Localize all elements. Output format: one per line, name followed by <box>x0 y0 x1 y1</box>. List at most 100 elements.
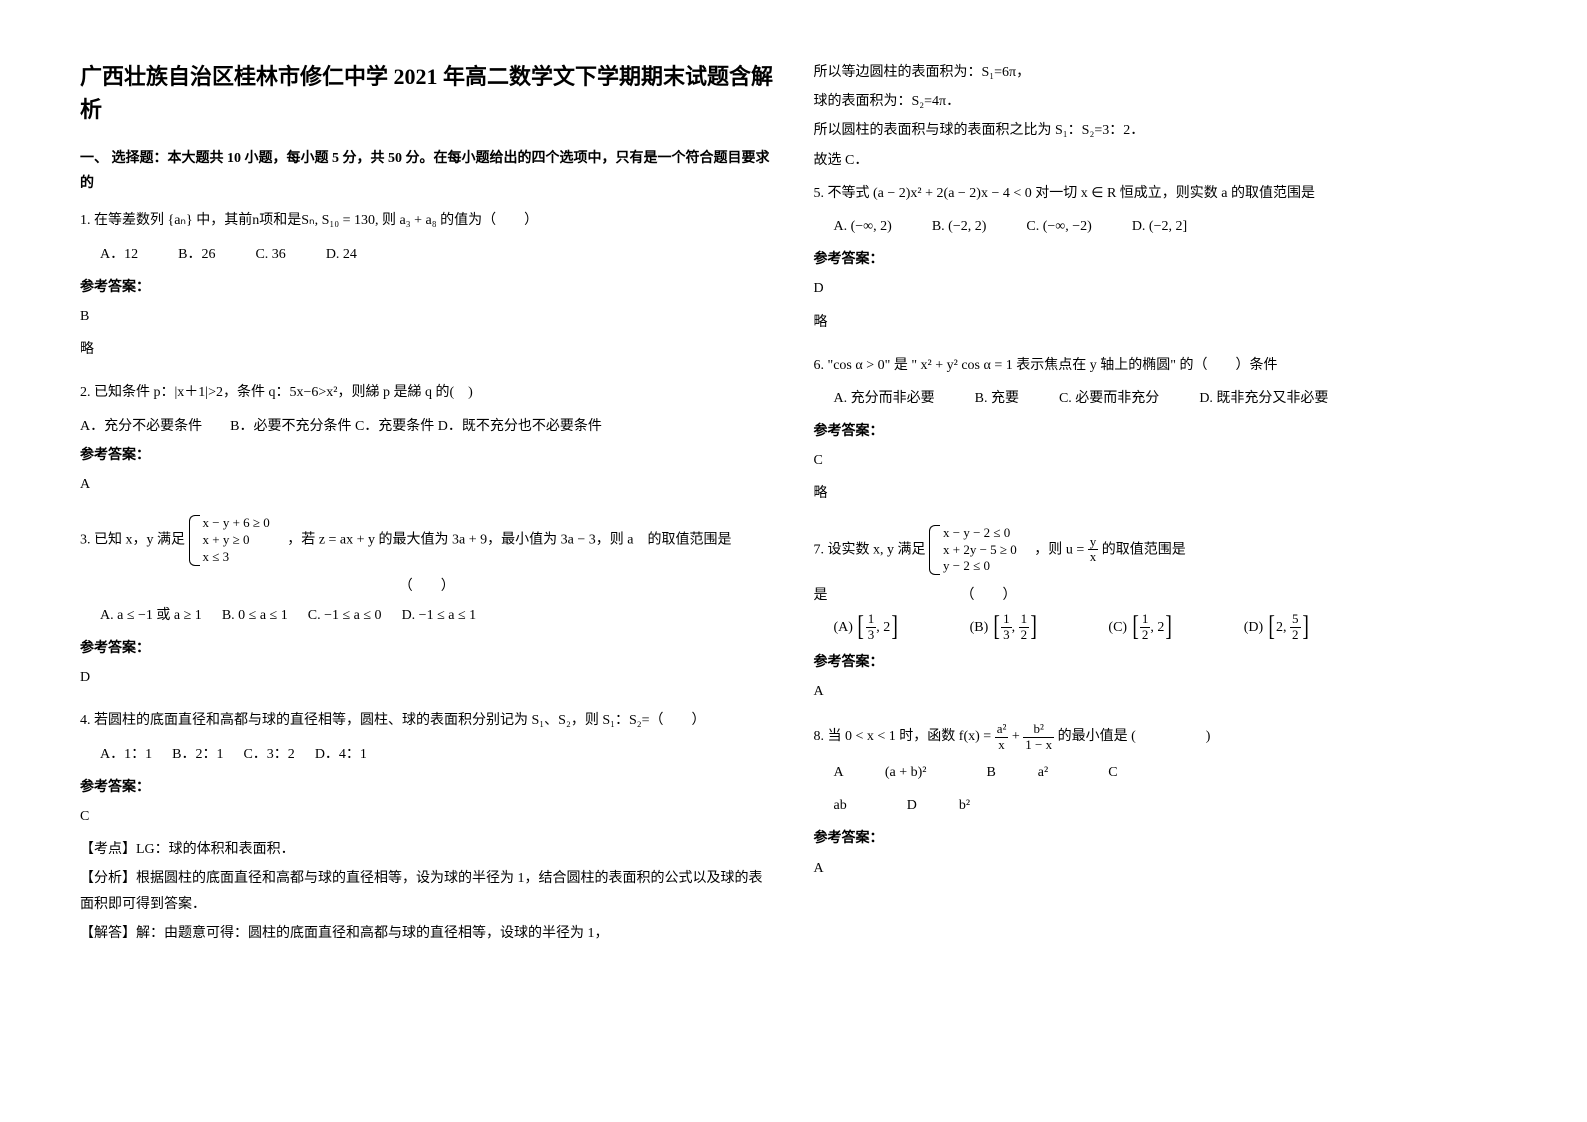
q7-answer-label: 参考答案： <box>814 650 1508 675</box>
section-1-heading: 一、 选择题：本大题共 10 小题，每小题 5 分，共 50 分。在每小题给出的… <box>80 146 774 196</box>
q1-options: A．12 B．26 C. 36 D. 24 <box>100 242 774 267</box>
q6-opt-a: A. 充分而非必要 <box>834 386 935 411</box>
q8-opt-a: A (a + b)² <box>834 760 927 785</box>
q7-u-num: y <box>1088 535 1099 550</box>
question-5: 5. 不等式 (a − 2)x² + 2(a − 2)x − 4 < 0 对一切… <box>814 181 1508 343</box>
question-4: 4. 若圆柱的底面直径和高都与球的直径相等，圆柱、球的表面积分别记为 S₁、S₂… <box>80 708 774 950</box>
q7c-ln: 1 <box>1140 612 1151 627</box>
question-7: 7. 设实数 x, y 满足 x − y − 2 ≤ 0 x + 2y − 5 … <box>814 525 1508 713</box>
q1-opt-d: D. 24 <box>326 242 357 267</box>
q4-exp1: 【考点】LG：球的体积和表面积． <box>80 837 774 862</box>
q7-opt-b-label: (B) <box>970 615 989 640</box>
q7-opt-c-label: (C) <box>1108 615 1127 640</box>
q3-opt-c: C. −1 ≤ a ≤ 0 <box>308 603 382 628</box>
doc-title: 广西壮族自治区桂林市修仁中学 2021 年高二数学文下学期期末试题含解析 <box>80 60 774 126</box>
q2-answer: A <box>80 472 774 497</box>
q7-stem-post: 的取值范围是 <box>1102 542 1186 557</box>
q8-t1d: x <box>995 738 1009 752</box>
q1-opt-b: B．26 <box>178 242 215 267</box>
q8-plus: + <box>1012 729 1020 744</box>
q8-frac1: a² x <box>995 722 1009 752</box>
q8-opt-b: B a² <box>986 760 1048 785</box>
q7-sys-r1: x − y − 2 ≤ 0 <box>943 525 1017 542</box>
q3-z: z = ax + y <box>319 533 375 548</box>
q6-stem-pre: 6. "cos α > 0" 是 " <box>814 358 918 373</box>
bracket-right-icon: ] <box>1302 613 1309 641</box>
q1-stem-pre: 1. 在等差数列 <box>80 213 164 228</box>
bracket-left-icon: [ <box>858 613 865 641</box>
q7-system: x − y − 2 ≤ 0 x + 2y − 5 ≥ 0 y − 2 ≤ 0 <box>929 525 1017 576</box>
bracket-right-icon: ] <box>892 613 899 641</box>
q7b-ld: 3 <box>1001 628 1012 642</box>
q6-expr: x² + y² cos α = 1 <box>921 358 1013 373</box>
q4-exp2: 【分析】根据圆柱的底面直径和高都与球的直径相等，设为球的半径为 1，结合圆柱的表… <box>80 866 774 916</box>
q5-opt-b: B. (−2, 2) <box>932 214 987 239</box>
q7-answer: A <box>814 679 1508 704</box>
q8-opt-c: C <box>1108 760 1117 785</box>
q4-opt-c: C．3：2 <box>243 742 294 767</box>
q5-stem-pre: 5. 不等式 <box>814 186 874 201</box>
q3-sys-r2: x + y ≥ 0 <box>203 532 270 549</box>
q8-answer-label: 参考答案： <box>814 826 1508 851</box>
q8-fx-lhs: f(x) = <box>959 729 991 744</box>
q7b-rd: 2 <box>1019 628 1030 642</box>
q3-answer-label: 参考答案： <box>80 636 774 661</box>
q7-stem-pre: 7. 设实数 x, y 满足 <box>814 542 930 557</box>
q5-note: 略 <box>814 310 1508 335</box>
bracket-left-icon: [ <box>1132 613 1139 641</box>
q4-answer-label: 参考答案： <box>80 775 774 800</box>
col2-line2: 球的表面积为：S₂=4π． <box>814 89 1508 114</box>
bracket-right-icon: ] <box>1030 613 1037 641</box>
q6-opt-d: D. 既非充分又非必要 <box>1199 386 1328 411</box>
q5-stem-mid: 对一切 x ∈ R 恒成立，则实数 a 的取值范围是 <box>1035 186 1315 201</box>
q1-seq: {aₙ} <box>168 213 193 228</box>
question-1: 1. 在等差数列 {aₙ} 中，其前n项和是Sₙ, S₁₀ = 130, 则 a… <box>80 208 774 370</box>
q5-options: A. (−∞, 2) B. (−2, 2) C. (−∞, −2) D. (−2… <box>834 214 1508 239</box>
q2-stem: 2. 已知条件 p：|x＋1|>2，条件 q：5x−6>x²，则綈 p 是綈 q… <box>80 380 774 405</box>
q7-paren-line: 是 （ ） <box>814 583 1508 608</box>
q7c-r: 2 <box>1157 615 1164 640</box>
q6-note: 略 <box>814 481 1508 506</box>
q4-opt-d: D．4：1 <box>315 742 367 767</box>
q8-t1n: a² <box>995 722 1009 737</box>
q7-opt-a-label: (A) <box>834 615 853 640</box>
q5-opt-c: C. (−∞, −2) <box>1026 214 1091 239</box>
q7b-ln: 1 <box>1001 612 1012 627</box>
q7-u-frac: y x <box>1088 535 1099 565</box>
bracket-right-icon: ] <box>1166 613 1173 641</box>
q8-answer: A <box>814 856 1508 881</box>
q6-options: A. 充分而非必要 B. 充要 C. 必要而非充分 D. 既非充分又非必要 <box>834 386 1508 411</box>
left-column: 广西壮族自治区桂林市修仁中学 2021 年高二数学文下学期期末试题含解析 一、 … <box>80 60 774 1062</box>
q8-t2n: b² <box>1023 722 1054 737</box>
q5-answer: D <box>814 276 1508 301</box>
q7d-l: 2 <box>1276 615 1283 640</box>
q7-opt-b: (B) [ 13 , 12 ] <box>970 612 1039 642</box>
question-8: 8. 当 0 < x < 1 时，函数 f(x) = a² x + b² 1 −… <box>814 722 1508 888</box>
q3-options: A. a ≤ −1 或 a ≥ 1 B. 0 ≤ a ≤ 1 C. −1 ≤ a… <box>100 603 774 628</box>
q8-opt-d: D b² <box>907 793 970 818</box>
q4-opt-b: B．2：1 <box>172 742 223 767</box>
q3-stem-mid2: 的最大值为 3a + 9，最小值为 3a − 3，则 a 的取值范围是 <box>379 533 732 548</box>
q7-paren: （ ） <box>968 588 1017 603</box>
q2-answer-label: 参考答案： <box>80 443 774 468</box>
q1-opt-c: C. 36 <box>255 242 285 267</box>
q7a-ln: 1 <box>866 612 877 627</box>
q3-stem-mid1: ，若 <box>273 533 319 548</box>
q7a-ld: 3 <box>866 628 877 642</box>
question-3: 3. 已知 x，y 满足 x − y + 6 ≥ 0 x + y ≥ 0 x ≤… <box>80 515 774 698</box>
q5-opt-a: A. (−∞, 2) <box>834 214 892 239</box>
col2-line3: 所以圆柱的表面积与球的表面积之比为 S₁：S₂=3：2． <box>814 118 1508 143</box>
q1-opt-a: A．12 <box>100 242 138 267</box>
q1-answer: B <box>80 304 774 329</box>
q6-opt-c: C. 必要而非充分 <box>1059 386 1159 411</box>
q3-system: x − y + 6 ≥ 0 x + y ≥ 0 x ≤ 3 <box>189 515 270 566</box>
col2-line1: 所以等边圆柱的表面积为：S₁=6π， <box>814 60 1508 85</box>
q6-stem-post: 表示焦点在 y 轴上的椭圆" 的（ ）条件 <box>1016 358 1277 373</box>
q5-expr: (a − 2)x² + 2(a − 2)x − 4 < 0 <box>873 186 1032 201</box>
q7-opt-d: (D) [ 2, 52 ] <box>1244 612 1310 642</box>
q8-frac2: b² 1 − x <box>1023 722 1054 752</box>
q8-stem-post: 的最小值是 ( ) <box>1058 729 1211 744</box>
q8-options-row2: ab D b² <box>834 793 1508 818</box>
q7-opt-c: (C) [ 12 , 2 ] <box>1108 612 1173 642</box>
q8-opt-ab: ab <box>834 793 847 818</box>
